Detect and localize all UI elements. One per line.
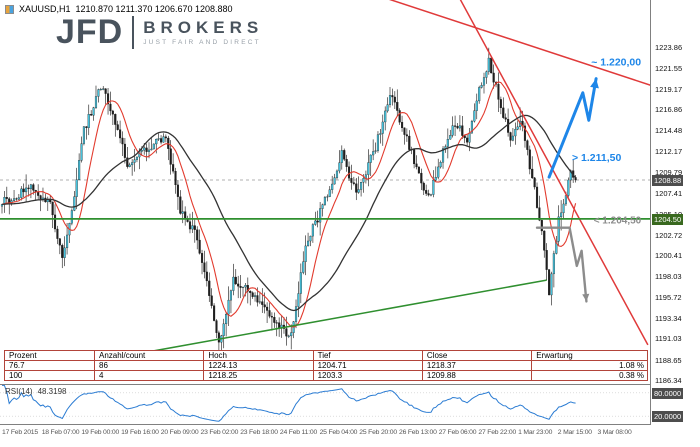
logo-jfd-text: JFD	[56, 13, 124, 51]
pane-divider-bottom	[0, 424, 700, 425]
price-axis-label: 1209.79	[655, 167, 683, 177]
table-cell: 76.7	[3, 360, 96, 371]
time-axis-label: 1 Mar 23:00	[518, 429, 553, 436]
rsi-indicator-canvas[interactable]	[0, 385, 650, 424]
table-cell: 86	[94, 360, 205, 371]
table-cell: 1224.13	[203, 360, 314, 371]
rsi-level-badge: 80.0000	[652, 387, 684, 399]
bear-scenario-arrow[interactable]	[535, 226, 588, 303]
price-axis-label: 1223.86	[655, 43, 683, 53]
time-axis-label: 27 Feb 06:00	[438, 429, 477, 436]
time-axis-label: 27 Feb 22:00	[478, 429, 517, 436]
time-axis-label: 20 Feb 09:00	[160, 429, 199, 436]
table-row: 100 4 1218.25 1203.3 1209.88 0.38 %	[3, 370, 648, 381]
price-axis-label: 1216.86	[655, 105, 683, 115]
candlesticks	[0, 47, 577, 355]
table-header-tief: Tief	[312, 350, 423, 361]
price-axis-label: 1219.17	[655, 84, 683, 94]
time-axis-label: 17 Feb 2015	[2, 429, 38, 436]
ma-slow-line[interactable]	[1, 114, 577, 312]
time-axis-label: 19 Feb 00:00	[81, 429, 120, 436]
time-axis-label: 19 Feb 16:00	[121, 429, 159, 436]
price-axis-label: 1207.41	[655, 189, 683, 199]
price-badge: 1204.50	[652, 213, 684, 225]
price-chart-canvas[interactable]: ~ 1.220,00 > 1.211,50 < 1.204,50	[0, 0, 650, 385]
table-cell: 1218.37	[421, 360, 533, 371]
table-cell: 1.08 %	[531, 360, 648, 371]
rsi-indicator-label: RSI(14) 48.3198	[5, 387, 66, 396]
table-cell: 4	[94, 370, 205, 381]
logo-divider	[132, 15, 135, 49]
table-header-row: Prozent Anzahl/count Hoch Tief Close Erw…	[3, 350, 648, 361]
resistance-trendline-shallow[interactable]	[388, 0, 650, 88]
time-axis-label: 24 Feb 11:00	[279, 429, 318, 436]
table-header-anzahl: Anzahl/count	[94, 350, 205, 361]
jfd-brokers-logo: JFD BROKERS JUST FAIR AND DIRECT	[56, 15, 263, 49]
price-axis[interactable]: 1223.86 1221.55 1219.17 1216.86 1214.48 1212.…	[650, 0, 700, 425]
chart-icon	[5, 4, 14, 14]
rsi-level-badge: 20.0000	[652, 411, 684, 423]
table-cell: 100	[3, 370, 96, 381]
price-axis-label: 1202.72	[655, 230, 683, 240]
table-row: 76.7 86 1224.13 1204.71 1218.37 1.08 %	[3, 360, 648, 371]
price-axis-label: 1200.41	[655, 251, 683, 261]
table-cell: 1209.88	[421, 370, 533, 381]
table-cell: 0.38 %	[531, 370, 648, 381]
rsi-name: RSI(14)	[5, 387, 33, 396]
table-cell: 1204.71	[312, 360, 423, 371]
table-header-hoch: Hoch	[203, 350, 314, 361]
logo-tagline-text: JUST FAIR AND DIRECT	[143, 38, 261, 46]
price-axis-label: 1188.65	[655, 355, 682, 365]
bull-scenario-arrow-head	[590, 78, 599, 89]
pane-divider-top[interactable]	[0, 384, 700, 385]
time-axis-label: 23 Feb 18:00	[240, 429, 278, 436]
support-trendline-ascending[interactable]	[103, 279, 547, 361]
chart-title-symbol: XAUUSD,H1	[19, 4, 71, 14]
price-axis-label: 1193.34	[655, 313, 682, 323]
table-header-close: Close	[421, 350, 533, 361]
table-header-erwartung: Erwartung	[531, 350, 648, 361]
price-axis-label: 1214.48	[655, 126, 683, 136]
target-price-label[interactable]: ~ 1.220,00	[591, 56, 641, 68]
time-axis-label: 23 Feb 02:00	[200, 429, 239, 436]
chart-title: XAUUSD,H1 1210.870 1211.370 1206.670 120…	[5, 4, 233, 14]
table-cell: 1203.3	[312, 370, 423, 381]
time-axis-label: 26 Feb 13:00	[399, 429, 437, 436]
rsi-value: 48.3198	[37, 387, 67, 396]
bear-level-label[interactable]: < 1.204,50	[594, 215, 642, 226]
price-axis-label: 1186.34	[655, 376, 682, 386]
time-axis-label: 25 Feb 20:00	[359, 429, 397, 436]
chart-title-quotes: 1210.870 1211.370 1206.670 1208.880	[75, 4, 233, 14]
rsi-line	[2, 385, 576, 422]
price-axis-label: 1221.55	[655, 63, 683, 73]
statistics-table: Prozent Anzahl/count Hoch Tief Close Erw…	[3, 350, 648, 381]
time-axis-label: 3 Mar 08:00	[597, 429, 632, 436]
ma-fast-line[interactable]	[1, 81, 577, 328]
price-axis-label: 1198.03	[655, 272, 682, 282]
time-axis-label: 25 Feb 04:00	[319, 429, 358, 436]
table-cell: 1218.25	[203, 370, 314, 381]
price-badge: 1208.88	[652, 174, 684, 186]
table-header-prozent: Prozent	[3, 350, 96, 361]
time-axis-label: 2 Mar 15:00	[557, 429, 592, 436]
breakout-price-label[interactable]: > 1.211,50	[572, 152, 622, 164]
price-axis-label: 1191.03	[655, 334, 682, 344]
resistance-trendline-steep[interactable]	[424, 0, 649, 346]
time-axis-label: 18 Feb 07:00	[41, 429, 80, 436]
logo-brokers-text: BROKERS	[143, 17, 264, 37]
bear-scenario-arrow-head	[582, 293, 590, 302]
bull-scenario-arrow[interactable]	[547, 77, 598, 179]
price-axis-label: 1212.17	[655, 146, 683, 156]
time-axis[interactable]: 17 Feb 2015 18 Feb 07:00 19 Feb 00:00 19 Fe…	[0, 427, 700, 447]
price-axis-label: 1195.72	[655, 292, 682, 302]
